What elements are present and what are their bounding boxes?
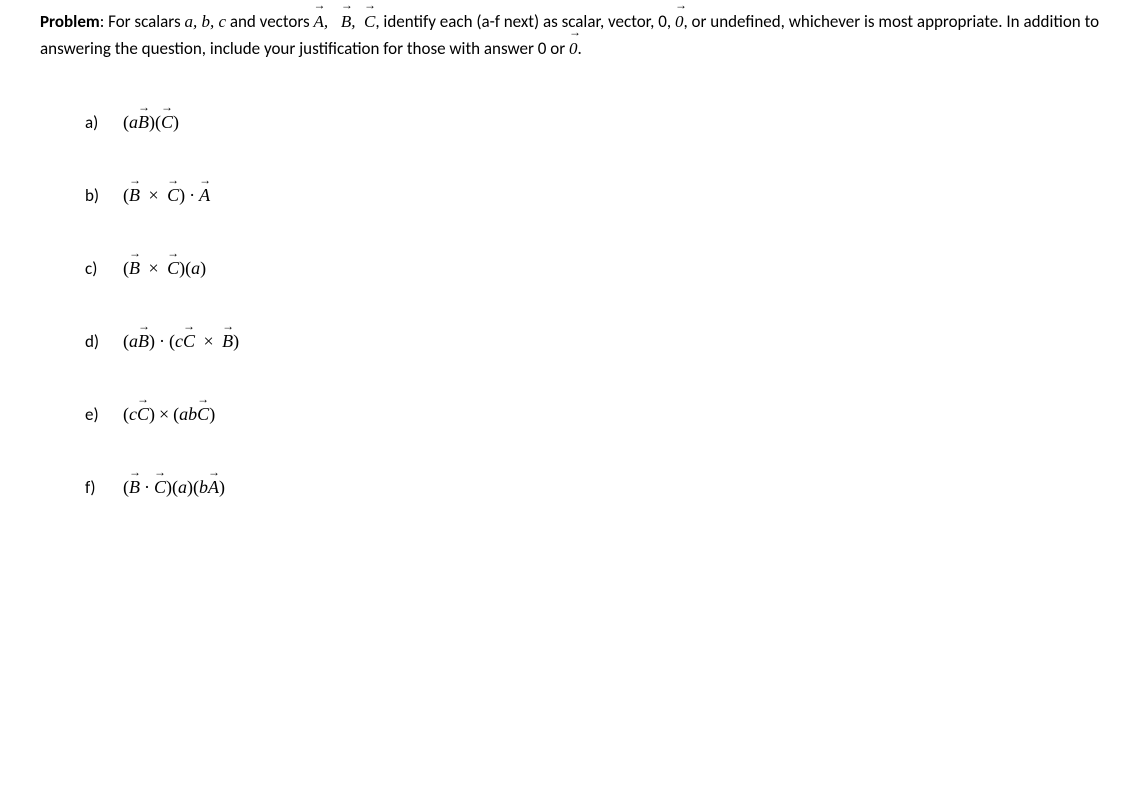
problems-list: a) (aB)(C) b) (B × C )·A c) (B × C )(a) … [40, 112, 1101, 498]
item-a: a) (aB)(C) [85, 112, 1101, 133]
zero-vec-2: 0 [569, 35, 578, 62]
intro-3: , identify each (a-f next) as scalar, ve… [375, 11, 675, 32]
expr-a: (aB)(C) [123, 112, 179, 133]
item-label: c) [85, 258, 123, 279]
item-label: a) [85, 112, 123, 133]
expr-f: (B·C)(a)(bA) [123, 477, 225, 498]
item-f: f) (B·C)(a)(bA) [85, 477, 1101, 498]
expr-c: (B × C )(a) [123, 258, 206, 279]
item-label: d) [85, 331, 123, 352]
item-e: e) (cC)×(abC) [85, 404, 1101, 425]
zero-vec-1: 0 [675, 8, 684, 35]
expr-e: (cC)×(abC) [123, 404, 215, 425]
item-label: e) [85, 404, 123, 425]
problem-label: Problem [40, 11, 100, 32]
intro-5: . [577, 38, 581, 59]
expr-d: (aB)·(cC × B) [123, 331, 239, 352]
expr-b: (B × C )·A [123, 185, 210, 206]
item-b: b) (B × C )·A [85, 185, 1101, 206]
vectors-inline: A, B, C [313, 12, 375, 31]
item-d: d) (aB)·(cC × B) [85, 331, 1101, 352]
intro-1: : For scalars [100, 11, 185, 32]
intro-2: and vectors [226, 11, 313, 32]
problem-statement: Problem: For scalars a, b, c and vectors… [40, 8, 1101, 62]
scalars: a, b, c [184, 12, 226, 31]
item-c: c) (B × C )(a) [85, 258, 1101, 279]
item-label: f) [85, 477, 123, 498]
item-label: b) [85, 185, 123, 206]
